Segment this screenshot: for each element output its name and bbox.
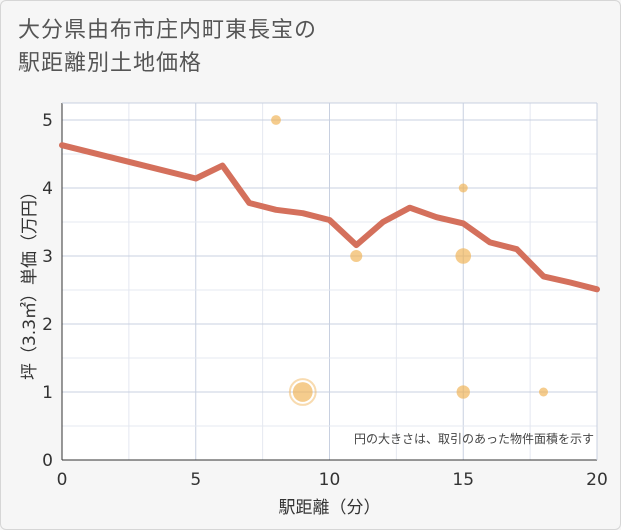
y-tick-label: 1 <box>42 383 53 403</box>
scatter-point <box>458 183 468 193</box>
x-tick-labels: 0 5 10 15 20 <box>57 470 608 490</box>
axes <box>61 102 598 461</box>
y-axis-title: 坪（3.3㎡）単価（万円） <box>20 183 40 380</box>
scatter-point <box>455 248 472 264</box>
scatter-point <box>271 115 281 125</box>
x-tick-label: 15 <box>452 470 474 490</box>
scatter-points <box>271 115 548 406</box>
scatter-point <box>539 387 548 397</box>
x-axis-title: 駅距離（分） <box>279 498 381 518</box>
y-tick-labels: 0 1 2 3 4 5 <box>42 111 53 471</box>
chart-title: 大分県由布市庄内町東長宝の 駅距離別土地価格 <box>18 14 317 80</box>
x-tick-label: 10 <box>319 470 341 490</box>
x-tick-label: 5 <box>190 470 201 490</box>
y-tick-label: 0 <box>42 451 53 471</box>
size-note: 円の大きさは、取引のあった物件面積を示す <box>354 431 594 446</box>
y-tick-label: 3 <box>42 247 53 267</box>
x-tick-label: 20 <box>586 470 608 490</box>
y-tick-label: 4 <box>42 179 53 199</box>
scatter-point <box>350 249 363 263</box>
scatter-point <box>292 382 313 402</box>
scatter-point <box>456 385 470 399</box>
chart-title-line1: 大分県由布市庄内町東長宝の <box>18 18 318 43</box>
chart-title-line2: 駅距離別土地価格 <box>18 51 203 76</box>
average-price-line <box>59 142 600 293</box>
y-tick-label: 5 <box>42 111 53 131</box>
scatter-point-halo <box>288 378 317 406</box>
x-tick-label: 0 <box>57 470 68 490</box>
y-tick-label: 2 <box>42 315 53 335</box>
